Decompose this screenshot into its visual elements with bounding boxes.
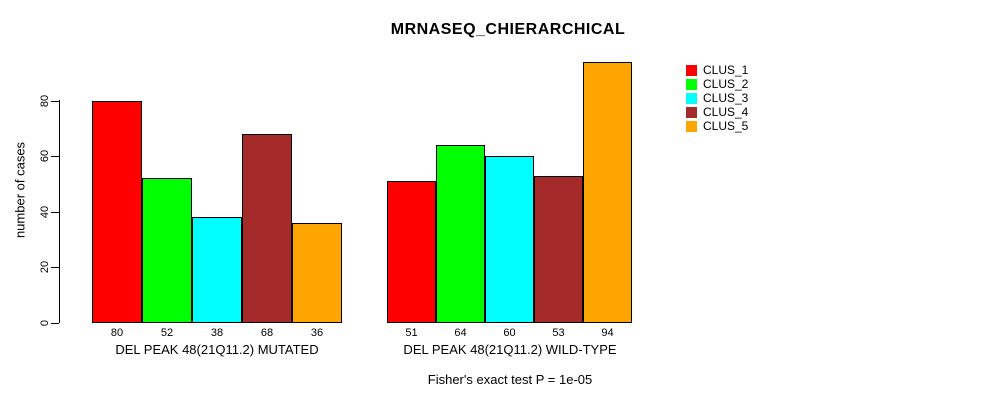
- y-tick-mark: [51, 101, 59, 102]
- bar-value-label: 52: [160, 327, 174, 339]
- bar-value-label: 80: [110, 327, 124, 339]
- legend-swatch-icon: [686, 92, 697, 104]
- bar-clus_3-group2: [485, 156, 534, 323]
- y-tick-label: 20: [39, 260, 51, 274]
- bar-value-label: 94: [601, 327, 614, 339]
- y-tick-label: 60: [39, 149, 51, 163]
- legend-label: CLUS_2: [703, 77, 749, 91]
- y-tick-label: 80: [39, 94, 51, 108]
- legend-swatch-icon: [686, 64, 697, 76]
- bar-value-label: 60: [503, 327, 516, 339]
- y-axis-label: number of cases: [12, 141, 28, 239]
- bar-clus_2-group2: [436, 145, 485, 323]
- y-tick-mark: [51, 212, 59, 213]
- legend-row-clus_1: CLUS_1: [686, 63, 748, 77]
- legend-swatch-icon: [686, 120, 697, 132]
- annotation-text: Fisher's exact test P = 1e-05: [427, 372, 593, 387]
- bar-clus_2-group1: [142, 178, 192, 323]
- legend-row-clus_5: CLUS_5: [686, 119, 748, 133]
- bar-clus_1-group1: [92, 101, 142, 323]
- chart-title: MRNASEQ_CHIERARCHICAL: [390, 21, 626, 38]
- bar-value-label: 38: [210, 327, 224, 339]
- bar-value-label: 53: [552, 327, 565, 339]
- y-tick-label: 40: [39, 205, 51, 219]
- y-tick-mark: [51, 156, 59, 157]
- bar-clus_4-group2: [534, 176, 583, 323]
- y-tick-label: 0: [39, 319, 51, 327]
- y-tick-mark: [51, 267, 59, 268]
- bar-clus_5-group2: [583, 62, 632, 323]
- bar-value-label: 64: [454, 327, 467, 339]
- y-axis-line: [59, 100, 60, 323]
- bar-clus_3-group1: [192, 217, 242, 323]
- legend-swatch-icon: [686, 106, 697, 118]
- legend-label: CLUS_5: [703, 119, 749, 133]
- legend-row-clus_4: CLUS_4: [686, 105, 748, 119]
- bar-clus_1-group2: [387, 181, 436, 323]
- legend-label: CLUS_3: [703, 91, 749, 105]
- legend-label: CLUS_4: [703, 105, 749, 119]
- legend-row-clus_3: CLUS_3: [686, 91, 748, 105]
- x-category-label-wildtype: DEL PEAK 48(21Q11.2) WILD-TYPE: [403, 342, 617, 357]
- bar-value-label: 36: [310, 327, 324, 339]
- y-tick-mark: [51, 323, 59, 324]
- legend: CLUS_1 CLUS_2 CLUS_3 CLUS_4 CLUS_5: [686, 63, 748, 133]
- bar-clus_4-group1: [242, 134, 292, 323]
- legend-swatch-icon: [686, 78, 697, 90]
- bar-clus_5-group1: [292, 223, 342, 323]
- bar-value-label: 51: [405, 327, 418, 339]
- legend-row-clus_2: CLUS_2: [686, 77, 748, 91]
- bar-value-label: 68: [260, 327, 274, 339]
- x-category-label-mutated: DEL PEAK 48(21Q11.2) MUTATED: [115, 342, 319, 357]
- legend-label: CLUS_1: [703, 63, 749, 77]
